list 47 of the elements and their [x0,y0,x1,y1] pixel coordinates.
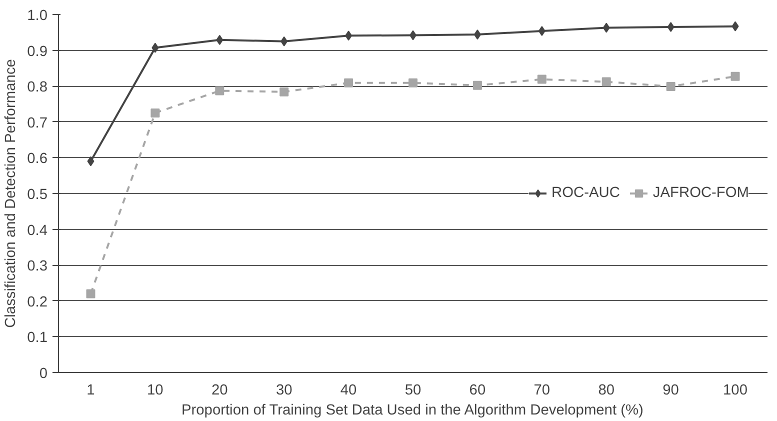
y-tick-label: 0.5 [27,187,48,203]
point [538,26,546,36]
point [152,42,159,53]
x-tick-label: 40 [340,382,357,398]
point [667,22,674,32]
point [666,82,676,91]
x-tick-label: 80 [598,382,615,398]
point [344,78,354,88]
point [86,289,96,298]
point [280,87,289,96]
point [730,72,740,81]
x-tick-label: 20 [211,382,228,398]
y-tick-label: 0.7 [27,115,48,132]
x-tick-label: 90 [662,382,679,398]
y-tick-label: 0.8 [27,80,48,96]
y-tick-label: 0.3 [27,258,48,275]
x-tick-label: 10 [147,382,164,398]
y-tick-label: 0.9 [27,44,48,60]
x-axis-title: Proportion of Training Set Data Used in the Algorithm Development (%) [182,402,644,418]
y-axis-title: Classification and Detection Performance [3,59,20,328]
point [472,80,482,90]
x-tick-label: 1 [86,382,95,398]
point [537,74,546,84]
point [215,86,224,96]
legend-label: ROC-AUC [552,185,620,201]
y-tick-label: 0.4 [27,222,48,239]
point [280,36,288,46]
x-tick-label: 30 [276,382,292,398]
x-tick-label: 50 [404,382,422,398]
point [602,22,610,33]
y-tick-label: 0 [39,366,48,382]
y-tick-label: 0.1 [27,330,48,346]
point [87,156,94,166]
point [408,78,418,88]
x-tick-label: 70 [534,382,550,398]
point [345,30,352,41]
point [150,108,160,118]
x-tick-label: 100 [723,382,748,398]
x-tick-label: 60 [469,382,486,398]
point [602,77,611,86]
y-tick-label: 0.2 [27,294,48,310]
point [216,34,224,45]
point [474,30,481,40]
point [732,21,739,32]
y-tick-label: 1.0 [27,8,48,24]
legend-label: JAFROC-FOM [652,185,749,201]
y-tick-label: 0.6 [27,151,48,168]
